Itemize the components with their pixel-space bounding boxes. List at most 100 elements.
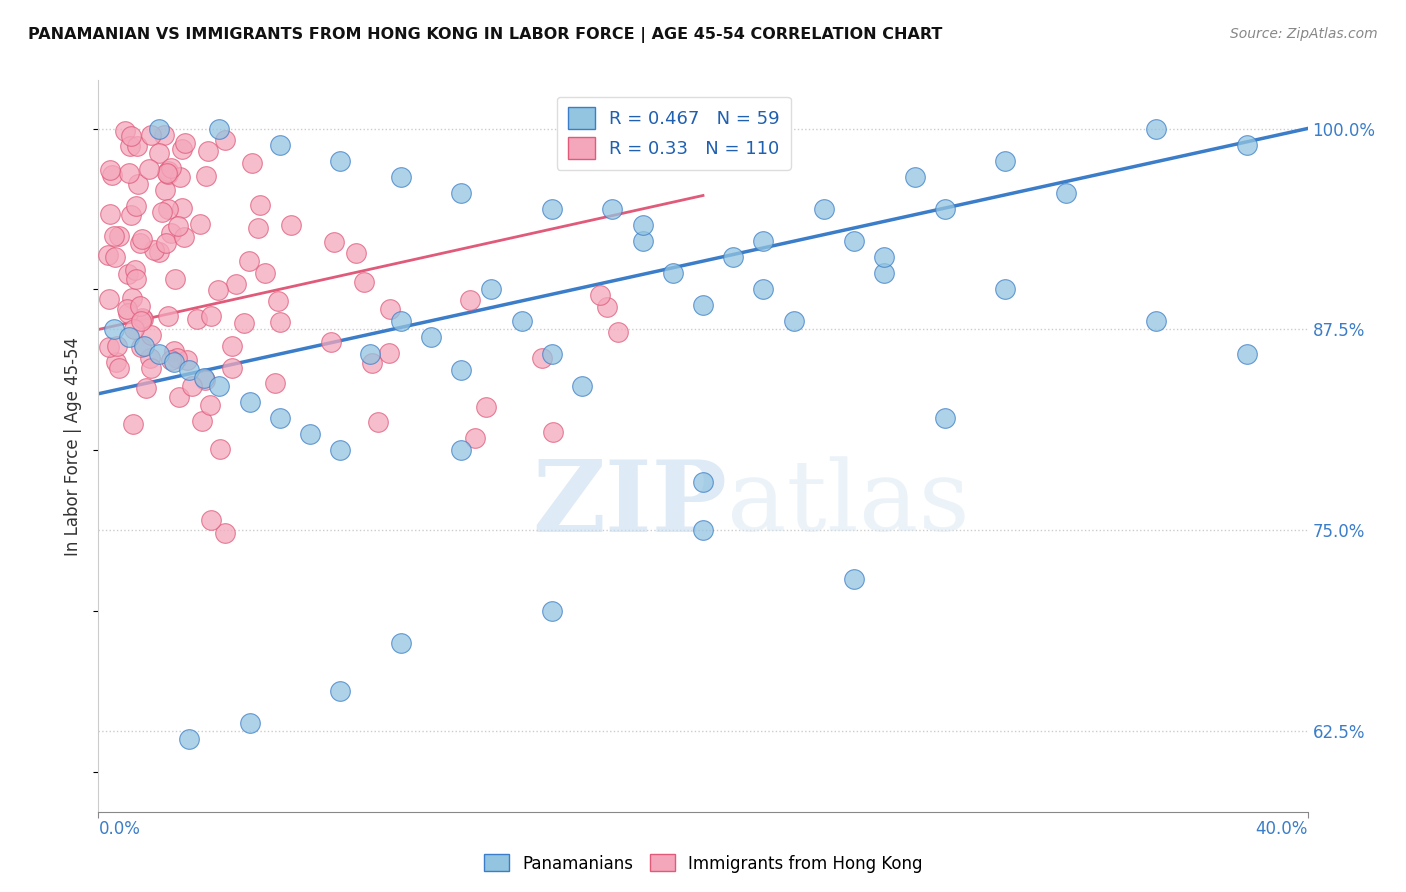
Point bbox=[692, 475, 714, 490]
Point bbox=[122, 417, 145, 431]
Point bbox=[541, 425, 564, 440]
Point bbox=[190, 414, 212, 428]
Point bbox=[172, 201, 194, 215]
Text: 40.0%: 40.0% bbox=[1256, 820, 1308, 838]
Point bbox=[540, 346, 562, 360]
Point bbox=[194, 373, 217, 387]
Point bbox=[150, 205, 173, 219]
Point bbox=[571, 378, 593, 392]
Point bbox=[131, 232, 153, 246]
Point bbox=[344, 246, 367, 260]
Point bbox=[200, 513, 222, 527]
Point bbox=[163, 354, 186, 368]
Point bbox=[934, 410, 956, 425]
Point bbox=[125, 199, 148, 213]
Point bbox=[135, 381, 157, 395]
Point bbox=[221, 339, 243, 353]
Point bbox=[186, 311, 208, 326]
Point bbox=[510, 314, 533, 328]
Point bbox=[160, 226, 183, 240]
Point bbox=[148, 244, 170, 259]
Point bbox=[540, 202, 562, 216]
Point bbox=[269, 315, 291, 329]
Point bbox=[329, 443, 352, 458]
Point bbox=[193, 370, 215, 384]
Point bbox=[117, 306, 139, 320]
Legend: Panamanians, Immigrants from Hong Kong: Panamanians, Immigrants from Hong Kong bbox=[477, 847, 929, 880]
Point bbox=[118, 138, 141, 153]
Point bbox=[120, 129, 142, 144]
Point bbox=[139, 351, 162, 366]
Point bbox=[531, 351, 554, 366]
Point bbox=[1144, 121, 1167, 136]
Point bbox=[420, 330, 443, 344]
Point bbox=[169, 169, 191, 184]
Point bbox=[474, 400, 496, 414]
Point bbox=[934, 202, 956, 216]
Point bbox=[159, 161, 181, 176]
Point bbox=[249, 198, 271, 212]
Point bbox=[450, 443, 472, 458]
Point bbox=[188, 217, 211, 231]
Point bbox=[239, 394, 262, 409]
Point bbox=[129, 299, 152, 313]
Point bbox=[240, 155, 263, 169]
Point bbox=[165, 271, 187, 285]
Point bbox=[602, 202, 624, 216]
Point bbox=[299, 426, 322, 441]
Text: 0.0%: 0.0% bbox=[98, 820, 141, 838]
Point bbox=[208, 121, 231, 136]
Point bbox=[156, 166, 179, 180]
Point bbox=[239, 716, 262, 731]
Point bbox=[115, 301, 138, 316]
Point bbox=[1236, 346, 1258, 360]
Point bbox=[450, 186, 472, 200]
Point bbox=[254, 266, 277, 280]
Point bbox=[200, 310, 222, 324]
Point bbox=[994, 282, 1017, 296]
Point bbox=[873, 250, 896, 264]
Point bbox=[723, 250, 745, 264]
Point bbox=[129, 236, 152, 251]
Point bbox=[108, 229, 131, 244]
Point bbox=[329, 684, 352, 698]
Point bbox=[233, 316, 256, 330]
Point bbox=[148, 145, 170, 160]
Point bbox=[107, 361, 129, 376]
Point bbox=[103, 229, 125, 244]
Point bbox=[1054, 186, 1077, 200]
Point bbox=[173, 136, 195, 151]
Point bbox=[752, 282, 775, 296]
Point bbox=[127, 177, 149, 191]
Point bbox=[129, 313, 152, 327]
Point bbox=[118, 330, 141, 344]
Point bbox=[353, 275, 375, 289]
Text: PANAMANIAN VS IMMIGRANTS FROM HONG KONG IN LABOR FORCE | AGE 45-54 CORRELATION C: PANAMANIAN VS IMMIGRANTS FROM HONG KONG … bbox=[28, 27, 942, 43]
Point bbox=[105, 355, 128, 369]
Point bbox=[481, 282, 503, 296]
Point bbox=[1144, 314, 1167, 328]
Point bbox=[148, 346, 170, 360]
Point bbox=[132, 311, 155, 326]
Point bbox=[124, 271, 146, 285]
Point bbox=[263, 376, 285, 391]
Point bbox=[127, 138, 149, 153]
Point bbox=[269, 410, 291, 425]
Point bbox=[844, 234, 866, 248]
Point bbox=[124, 263, 146, 277]
Point bbox=[173, 230, 195, 244]
Point bbox=[269, 137, 291, 152]
Point bbox=[143, 244, 166, 258]
Point bbox=[221, 361, 243, 376]
Y-axis label: In Labor Force | Age 45-54: In Labor Force | Age 45-54 bbox=[65, 336, 83, 556]
Point bbox=[157, 309, 180, 323]
Point bbox=[166, 351, 188, 365]
Point bbox=[389, 314, 412, 328]
Point bbox=[97, 292, 120, 306]
Point bbox=[844, 572, 866, 586]
Point bbox=[280, 219, 302, 233]
Point bbox=[661, 266, 683, 280]
Point bbox=[367, 415, 389, 429]
Point bbox=[329, 153, 352, 168]
Point bbox=[904, 169, 927, 184]
